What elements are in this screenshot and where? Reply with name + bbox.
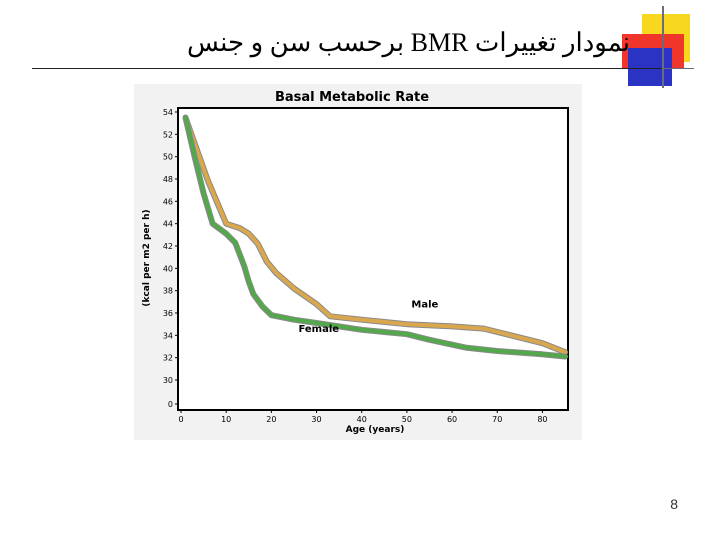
y-tick-label: 30 — [163, 376, 173, 385]
decor-vertical-line — [662, 6, 664, 88]
y-tick-label-zero: 0 — [168, 400, 173, 409]
y-tick-label: 32 — [163, 354, 173, 363]
x-tick-label: 20 — [266, 415, 276, 424]
y-tick-label: 54 — [163, 108, 173, 117]
y-axis-ticks: 54 52 50 48 46 44 42 40 38 36 34 32 30 0 — [163, 108, 178, 409]
y-tick-label: 50 — [163, 153, 173, 162]
annotation-layer: Male Female — [298, 299, 438, 335]
series-line-female — [183, 115, 567, 359]
x-axis-label: Age (years) — [346, 425, 405, 435]
chart-title: Basal Metabolic Rate — [275, 90, 429, 105]
annotation-male: Male — [411, 299, 438, 310]
x-tick-label: 30 — [311, 415, 321, 424]
x-tick-label: 10 — [221, 415, 231, 424]
y-axis-label: (kcal per m2 per h) — [142, 209, 152, 306]
x-tick-label: 0 — [178, 415, 183, 424]
x-tick-label: 80 — [537, 415, 547, 424]
series-line-male — [183, 115, 567, 355]
y-tick-label: 38 — [163, 287, 173, 296]
y-tick-label: 46 — [163, 197, 173, 206]
x-tick-label: 70 — [492, 415, 502, 424]
y-tick-label: 34 — [163, 331, 173, 340]
x-tick-label: 40 — [357, 415, 367, 424]
bmr-chart: Basal Metabolic Rate 54 52 50 48 46 44 42 40 38 3… — [142, 90, 569, 435]
series-layer — [182, 114, 568, 360]
annotation-female: Female — [298, 324, 339, 335]
decor-blue-square — [628, 48, 672, 86]
x-axis-ticks: 0 10 20 30 40 50 60 70 80 — [178, 410, 548, 424]
title-underline — [32, 68, 662, 69]
x-tick-label: 50 — [402, 415, 412, 424]
y-tick-label: 44 — [163, 220, 173, 229]
plot-area — [177, 107, 569, 411]
y-tick-label: 48 — [163, 175, 173, 184]
y-tick-label: 42 — [163, 242, 173, 251]
slide-title: نمودار تغییرات BMR برحسب سن و جنس — [187, 28, 630, 57]
y-tick-label: 36 — [163, 309, 173, 318]
y-tick-label: 52 — [163, 130, 173, 139]
page-number: 8 — [670, 496, 678, 512]
x-tick-label: 60 — [447, 415, 457, 424]
y-tick-label: 40 — [163, 264, 173, 273]
